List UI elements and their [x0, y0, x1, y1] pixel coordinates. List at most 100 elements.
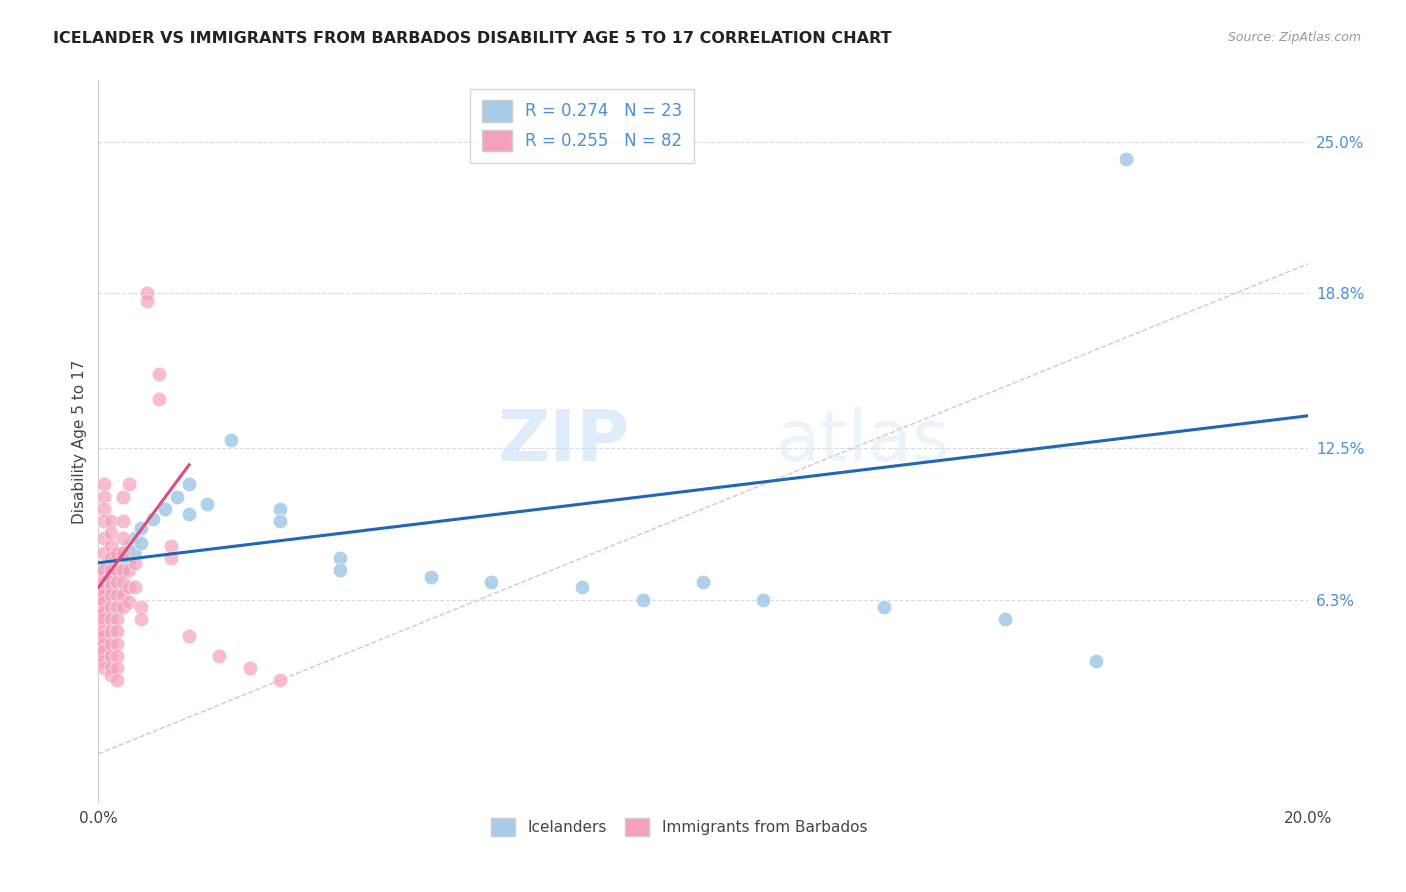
Point	[87, 570, 110, 584]
Point	[100, 539, 122, 553]
Point	[239, 661, 262, 675]
Point	[100, 612, 122, 626]
Point	[100, 637, 122, 651]
Point	[93, 563, 115, 577]
Point	[93, 624, 115, 639]
Point	[179, 477, 201, 491]
Point	[93, 502, 115, 516]
Point	[111, 560, 134, 574]
Point	[87, 588, 110, 602]
Point	[105, 550, 128, 565]
Point	[105, 624, 128, 639]
Point	[105, 558, 128, 573]
Point	[153, 502, 176, 516]
Point	[148, 392, 170, 406]
Point	[100, 514, 122, 528]
Point	[118, 563, 141, 577]
Point	[111, 531, 134, 545]
Point	[111, 514, 134, 528]
Point	[1115, 152, 1137, 166]
Point	[166, 490, 188, 504]
Point	[100, 661, 122, 675]
Point	[631, 592, 654, 607]
Point	[692, 575, 714, 590]
Point	[118, 477, 141, 491]
Point	[208, 648, 231, 663]
Point	[87, 605, 110, 619]
Point	[118, 539, 141, 553]
Point	[135, 293, 157, 308]
Point	[329, 550, 352, 565]
Text: Source: ZipAtlas.com: Source: ZipAtlas.com	[1227, 31, 1361, 45]
Point	[111, 546, 134, 560]
Point	[93, 629, 115, 643]
Point	[100, 588, 122, 602]
Point	[571, 580, 593, 594]
Point	[481, 575, 503, 590]
Legend: Icelanders, Immigrants from Barbados: Icelanders, Immigrants from Barbados	[485, 813, 873, 842]
Point	[118, 580, 141, 594]
Point	[160, 550, 183, 565]
Point	[105, 563, 128, 577]
Point	[93, 531, 115, 545]
Point	[105, 637, 128, 651]
Point	[93, 612, 115, 626]
Point	[93, 637, 115, 651]
Point	[100, 568, 122, 582]
Point	[100, 599, 122, 614]
Point	[87, 619, 110, 633]
Point	[124, 556, 146, 570]
Point	[93, 514, 115, 528]
Point	[100, 668, 122, 682]
Point	[129, 536, 152, 550]
Point	[148, 367, 170, 381]
Point	[93, 575, 115, 590]
Point	[93, 580, 115, 594]
Point	[93, 644, 115, 658]
Text: ZIP: ZIP	[498, 407, 630, 476]
Point	[87, 637, 110, 651]
Point	[124, 531, 146, 545]
Point	[160, 539, 183, 553]
Point	[195, 497, 218, 511]
Point	[93, 595, 115, 609]
Text: ICELANDER VS IMMIGRANTS FROM BARBADOS DISABILITY AGE 5 TO 17 CORRELATION CHART: ICELANDER VS IMMIGRANTS FROM BARBADOS DI…	[53, 31, 891, 46]
Point	[135, 286, 157, 301]
Point	[100, 575, 122, 590]
Point	[105, 575, 128, 590]
Point	[100, 575, 122, 590]
Point	[93, 654, 115, 668]
Point	[129, 599, 152, 614]
Point	[142, 511, 165, 525]
Point	[329, 563, 352, 577]
Point	[420, 570, 443, 584]
Point	[752, 592, 775, 607]
Point	[124, 580, 146, 594]
Y-axis label: Disability Age 5 to 17: Disability Age 5 to 17	[72, 359, 87, 524]
Point	[105, 546, 128, 560]
Point	[93, 563, 115, 577]
Point	[873, 599, 896, 614]
Point	[93, 546, 115, 560]
Point	[100, 580, 122, 594]
Point	[105, 599, 128, 614]
Point	[87, 648, 110, 663]
Point	[118, 553, 141, 567]
Point	[111, 546, 134, 560]
Point	[100, 550, 122, 565]
Point	[87, 629, 110, 643]
Point	[105, 648, 128, 663]
Point	[100, 526, 122, 541]
Point	[124, 543, 146, 558]
Point	[100, 563, 122, 577]
Point	[179, 507, 201, 521]
Point	[93, 588, 115, 602]
Point	[93, 477, 115, 491]
Point	[93, 661, 115, 675]
Point	[87, 644, 110, 658]
Point	[129, 612, 152, 626]
Point	[111, 588, 134, 602]
Point	[105, 588, 128, 602]
Point	[111, 575, 134, 590]
Point	[111, 563, 134, 577]
